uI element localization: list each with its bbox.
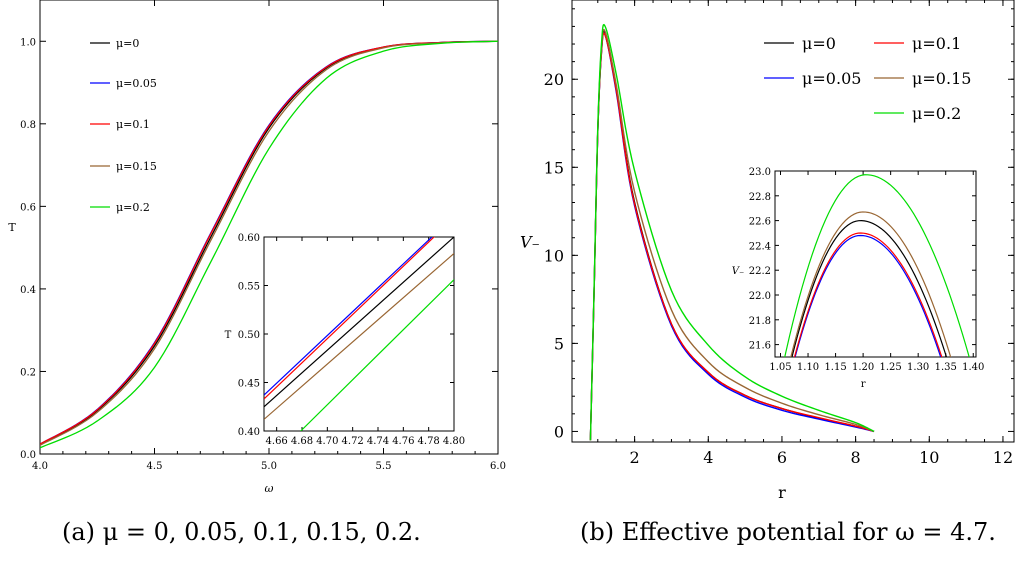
inset-x-tick-label-a: 4.68 xyxy=(291,436,313,447)
inset-x-tick-label-a: 4.72 xyxy=(342,436,364,447)
x-tick-label-b: 6 xyxy=(777,448,787,467)
x-tick-label-a: 4.0 xyxy=(32,461,48,472)
inset-y-axis-label-b: V₋ xyxy=(732,266,745,277)
y-axis-label-a: T xyxy=(8,221,16,234)
legend-label-b: μ=0.2 xyxy=(912,104,961,123)
x-tick-label-a: 5.5 xyxy=(376,461,392,472)
inset-series-line-a xyxy=(264,237,433,396)
x-tick-label-a: 4.5 xyxy=(147,461,163,472)
inset-x-axis-label-b: r xyxy=(861,379,866,390)
inset-x-tick-label-b: 1.25 xyxy=(880,362,902,373)
inset-y-tick-label-a: 0.40 xyxy=(238,427,260,438)
inset-x-tick-label-b: 1.05 xyxy=(769,362,791,373)
legend-label-a: μ=0.05 xyxy=(116,77,157,90)
legend-label-a: μ=0.15 xyxy=(116,160,157,173)
caption-b: (b) Effective potential for ω = 4.7. xyxy=(580,518,996,546)
y-tick-label-a: 0.0 xyxy=(20,450,36,461)
inset-y-tick-label-b: 22.0 xyxy=(749,291,771,302)
x-axis-label-b: r xyxy=(778,483,786,502)
x-tick-label-b: 4 xyxy=(703,448,713,467)
inset-frame-a xyxy=(263,236,455,432)
inset-x-tick-label-b: 1.10 xyxy=(797,362,819,373)
y-axis-label-b: V₋ xyxy=(520,232,540,251)
inset-series-line-b xyxy=(784,174,970,357)
legend-label-b: μ=0.15 xyxy=(912,69,971,88)
legend-label-a: μ=0.2 xyxy=(116,201,150,214)
x-tick-label-a: 5.0 xyxy=(261,461,277,472)
inset-x-tick-label-a: 4.70 xyxy=(316,436,338,447)
inset-series-line-b xyxy=(794,234,942,357)
inset-y-tick-label-a: 0.50 xyxy=(238,330,260,341)
inset-frame-b xyxy=(774,170,977,358)
inset-x-tick-label-a: 4.80 xyxy=(443,436,465,447)
inset-y-tick-label-a: 0.45 xyxy=(238,379,260,390)
inset-x-tick-label-b: 1.15 xyxy=(824,362,846,373)
inset-x-tick-label-b: 1.30 xyxy=(907,362,929,373)
inset-y-tick-label-a: 0.60 xyxy=(238,233,260,244)
x-tick-label-b: 2 xyxy=(630,448,640,467)
inset-x-tick-label-b: 1.35 xyxy=(935,362,957,373)
x-tick-label-b: 12 xyxy=(993,448,1013,467)
inset-y-tick-label-b: 21.8 xyxy=(749,316,771,327)
inset-y-tick-label-b: 22.2 xyxy=(749,266,771,277)
y-tick-label-b: 5 xyxy=(554,334,564,353)
x-axis-label-a: ω xyxy=(265,482,274,495)
inset-y-tick-label-b: 22.8 xyxy=(749,192,771,203)
inset-y-tick-label-b: 22.4 xyxy=(749,241,771,252)
inset-x-tick-label-a: 4.74 xyxy=(367,436,389,447)
inset-x-tick-label-a: 4.78 xyxy=(418,436,440,447)
inset-y-tick-label-a: 0.55 xyxy=(238,282,260,293)
inset-series-line-b xyxy=(793,232,943,357)
y-tick-label-b: 10 xyxy=(544,246,564,265)
y-tick-label-b: 0 xyxy=(554,422,564,441)
inset-series-line-b xyxy=(791,220,948,357)
x-tick-label-b: 10 xyxy=(919,448,939,467)
y-tick-label-a: 1.0 xyxy=(20,37,36,48)
series-line-a xyxy=(40,40,498,446)
legend-label-b: μ=0.1 xyxy=(912,34,961,53)
legend-label-a: μ=0.1 xyxy=(116,118,150,131)
y-tick-label-b: 20 xyxy=(544,70,564,89)
legend-label-b: μ=0.05 xyxy=(802,69,861,88)
x-tick-label-b: 8 xyxy=(851,448,861,467)
inset-series-line-a xyxy=(264,237,454,408)
legend-label-a: μ=0 xyxy=(116,37,139,50)
inset-y-axis-label-a: T xyxy=(225,330,232,341)
figure: 4.0 4.5 5.0 5.5 6.0 0.0 0.2 0.4 0.6 0.8 1.0 ω Tμ=0 μ=… xyxy=(8,0,1015,502)
inset-x-tick-label-b: 1.40 xyxy=(962,362,984,373)
y-tick-label-a: 0.4 xyxy=(20,285,36,296)
series-line-a xyxy=(40,40,498,449)
legend-label-b: μ=0 xyxy=(802,34,836,53)
inset-y-tick-label-b: 22.6 xyxy=(749,217,771,228)
inset-series-line-a xyxy=(264,237,435,400)
x-tick-label-a: 6.0 xyxy=(490,461,506,472)
inset-y-tick-label-b: 23.0 xyxy=(749,167,771,178)
inset-series-line-b xyxy=(790,211,952,357)
y-tick-label-a: 0.6 xyxy=(20,202,36,213)
caption-a: (a) μ = 0, 0.05, 0.1, 0.15, 0.2. xyxy=(62,518,421,546)
y-tick-label-a: 0.8 xyxy=(20,120,36,131)
inset-x-tick-label-b: 1.20 xyxy=(852,362,874,373)
inset-x-tick-label-a: 4.76 xyxy=(392,436,414,447)
y-tick-label-a: 0.2 xyxy=(20,367,36,378)
inset-y-tick-label-b: 21.6 xyxy=(749,341,771,352)
y-tick-label-b: 15 xyxy=(544,158,564,177)
series-line-b xyxy=(589,23,875,441)
inset-series-line-a xyxy=(264,253,454,420)
inset-series-line-a xyxy=(300,279,454,431)
inset-x-tick-label-a: 4.66 xyxy=(266,436,288,447)
